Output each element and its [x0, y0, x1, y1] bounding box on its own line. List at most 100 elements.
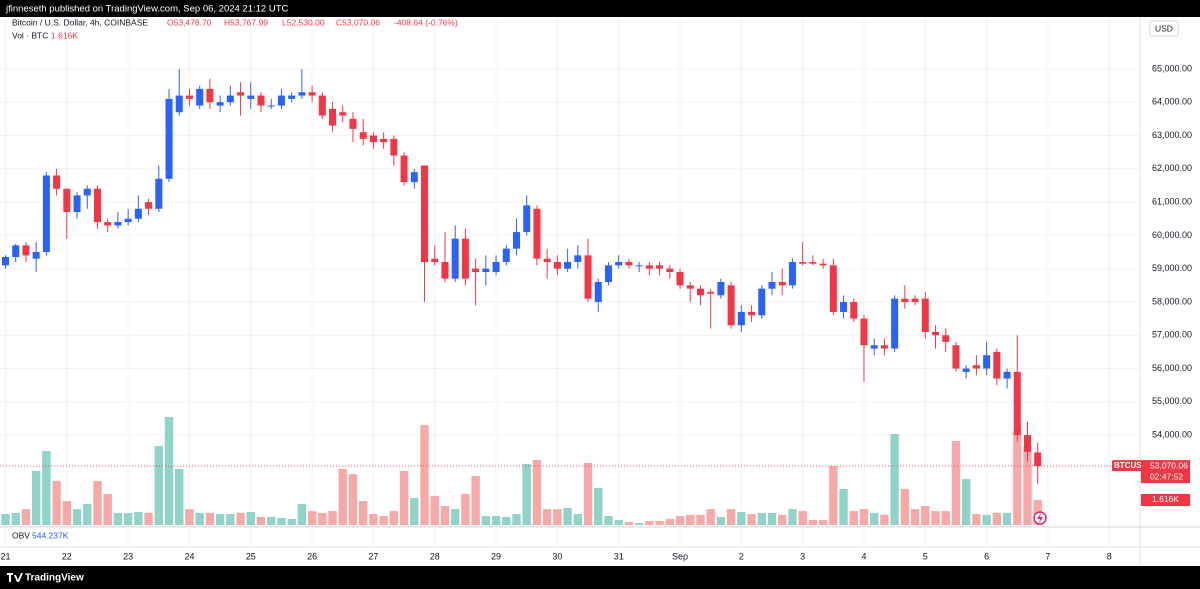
candle-body [431, 258, 439, 263]
volume-title: Vol · BTC [12, 30, 48, 40]
candle-body [983, 355, 991, 369]
obv-title: OBV [12, 530, 30, 540]
x-tick-label: 21 [0, 551, 10, 561]
candle-body [104, 222, 112, 226]
volume-bar [1013, 431, 1022, 525]
candle-body [942, 335, 950, 342]
candle-body [22, 245, 30, 256]
x-tick-label: 29 [491, 551, 501, 561]
candle-body [349, 118, 357, 129]
volume-tag: 1.616K [1152, 494, 1179, 504]
volume-bar [267, 516, 276, 525]
volume-bar [359, 501, 368, 525]
volume-bar [553, 509, 562, 525]
candle-body [277, 95, 285, 106]
candle-body [870, 345, 878, 349]
y-tick-label: 56,000.00 [1152, 363, 1192, 373]
candle-body [1013, 371, 1021, 436]
x-tick-label: 8 [1107, 551, 1112, 561]
candle-body [993, 351, 1001, 379]
volume-bar [175, 468, 184, 525]
volume-bar [297, 503, 307, 525]
volume-bar [123, 512, 133, 525]
candle-body [533, 208, 541, 259]
volume-bar [818, 520, 828, 525]
candle-body [73, 195, 81, 213]
volume-bar [450, 509, 460, 525]
candle-body [83, 188, 91, 196]
volume-bar [808, 520, 818, 525]
volume-bar [645, 520, 654, 525]
volume-bar [410, 498, 419, 525]
candle-body [758, 288, 766, 316]
candle-body [748, 311, 756, 316]
volume-bar [491, 516, 501, 525]
volume-bar [665, 518, 674, 525]
candle-body [594, 281, 602, 302]
volume-bar [83, 503, 92, 525]
volume-bar [338, 468, 347, 525]
volume-bar [379, 516, 388, 525]
candle-body [666, 268, 674, 272]
candle-body [860, 318, 868, 346]
header-close: C53,070.06 [336, 17, 380, 27]
candle-body [329, 108, 337, 126]
y-tick-label: 59,000.00 [1152, 263, 1192, 273]
candle-body [2, 257, 9, 266]
candle-body [543, 258, 551, 263]
volume-bar [634, 522, 644, 525]
volume-bar [992, 512, 1002, 525]
candle-body [615, 262, 623, 266]
candle-body [359, 132, 367, 139]
volume-bar [481, 516, 491, 525]
header-change: -408.64 (-0.76%) [394, 17, 458, 27]
volume-bar [747, 514, 756, 525]
candle-body [1024, 435, 1031, 452]
ticker-tag-box [1112, 460, 1141, 472]
volume-bar [328, 511, 337, 525]
volume-bar [62, 501, 72, 525]
volume-bar [982, 514, 991, 525]
candle-body [247, 95, 255, 99]
x-tick-label: 5 [923, 551, 928, 561]
volume-bar [696, 514, 705, 525]
volume-bar [134, 512, 143, 525]
volume-bar [1023, 446, 1032, 525]
candle-body [809, 262, 817, 264]
volume-bar [870, 512, 879, 525]
volume-bar [849, 511, 858, 525]
candle-body [175, 95, 183, 113]
candle-body [523, 205, 531, 233]
top-bar [0, 0, 1200, 17]
candle-body [12, 245, 20, 258]
volume-bar [154, 446, 163, 525]
volume-bar [737, 512, 746, 525]
candle-body [185, 95, 193, 99]
candle-body [921, 298, 929, 332]
x-tick-label: 27 [368, 551, 378, 561]
candle-body [635, 265, 643, 267]
candle-body [962, 368, 970, 372]
candle-body [840, 301, 848, 312]
volume-bar [52, 481, 61, 525]
candle-body [696, 288, 704, 296]
y-tick-label: 61,000.00 [1152, 196, 1192, 206]
candle-body [829, 265, 837, 312]
volume-bar [675, 516, 685, 525]
candle-body [584, 255, 592, 299]
candle-body [461, 238, 469, 279]
currency[interactable]: USD [1155, 23, 1173, 33]
y-tick-label: 65,000.00 [1152, 63, 1192, 73]
candle-body [124, 218, 132, 223]
volume-bar [583, 462, 593, 525]
candle-body [165, 98, 173, 179]
currency-box[interactable] [1149, 20, 1179, 37]
candle-body [339, 112, 347, 116]
volume-bar [348, 474, 358, 525]
y-tick-label: 55,000.00 [1152, 396, 1192, 406]
volume-bar [829, 466, 838, 525]
price-tag-box [1141, 460, 1190, 484]
x-tick-label: 4 [861, 551, 866, 561]
volume-bar [961, 479, 971, 525]
